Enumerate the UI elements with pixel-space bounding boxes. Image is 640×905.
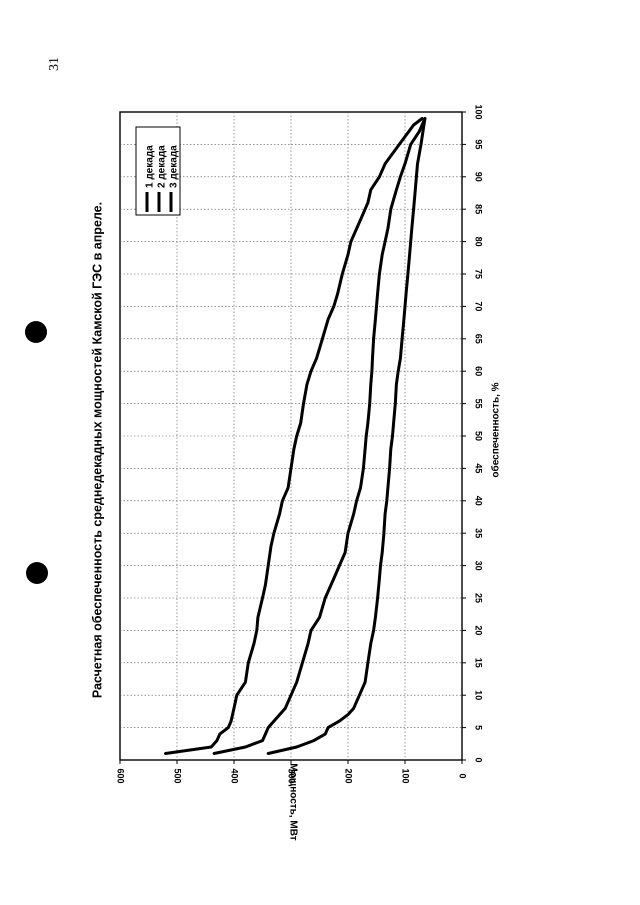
series-line-1 bbox=[164, 117, 424, 755]
x-tick-label: 20 bbox=[474, 625, 484, 635]
y-tick-label: 400 bbox=[230, 768, 240, 783]
series-line-3 bbox=[266, 117, 427, 755]
x-tick-label: 45 bbox=[474, 463, 484, 473]
legend-label-2: 2 декада bbox=[157, 145, 168, 188]
punch-hole-top bbox=[25, 321, 47, 343]
legend: 1 декада 2 декада 3 декада bbox=[135, 126, 181, 216]
y-axis-label: Мощность, МВт bbox=[287, 763, 298, 840]
y-tick-label: 600 bbox=[116, 768, 126, 783]
x-tick-label: 65 bbox=[474, 334, 484, 344]
x-tick-label: 15 bbox=[474, 658, 484, 668]
legend-label-3: 3 декада bbox=[169, 145, 180, 188]
x-tick-label: 30 bbox=[474, 561, 484, 571]
x-tick-label: 55 bbox=[474, 399, 484, 409]
x-tick-label: 85 bbox=[474, 204, 484, 214]
x-tick-label: 75 bbox=[474, 269, 484, 279]
x-tick-label: 40 bbox=[474, 496, 484, 506]
y-tick-label: 0 bbox=[458, 773, 468, 778]
x-tick-label: 25 bbox=[474, 593, 484, 603]
x-tick-label: 90 bbox=[474, 172, 484, 182]
chart-title: Расчетная обеспеченность среднедекадных … bbox=[90, 202, 104, 698]
y-tick-label: 200 bbox=[344, 768, 354, 783]
series-line-2 bbox=[212, 117, 427, 755]
x-tick-label: 60 bbox=[474, 366, 484, 376]
y-tick-label: 100 bbox=[401, 768, 411, 783]
x-tick-label: 50 bbox=[474, 431, 484, 441]
punch-hole-bottom bbox=[26, 562, 48, 584]
x-tick-label: 10 bbox=[474, 690, 484, 700]
y-tick-label: 500 bbox=[173, 768, 183, 783]
x-tick-label: 95 bbox=[474, 139, 484, 149]
x-axis-label: обеспеченность, % bbox=[490, 382, 502, 477]
legend-label-1: 1 декада bbox=[145, 145, 156, 188]
x-tick-label: 100 bbox=[474, 104, 484, 119]
y-tick-label: 300 bbox=[287, 768, 297, 783]
x-tick-label: 5 bbox=[474, 725, 484, 730]
x-tick-label: 80 bbox=[474, 237, 484, 247]
x-tick-label: 35 bbox=[474, 528, 484, 538]
x-tick-label: 0 bbox=[474, 757, 484, 762]
x-tick-label: 70 bbox=[474, 301, 484, 311]
